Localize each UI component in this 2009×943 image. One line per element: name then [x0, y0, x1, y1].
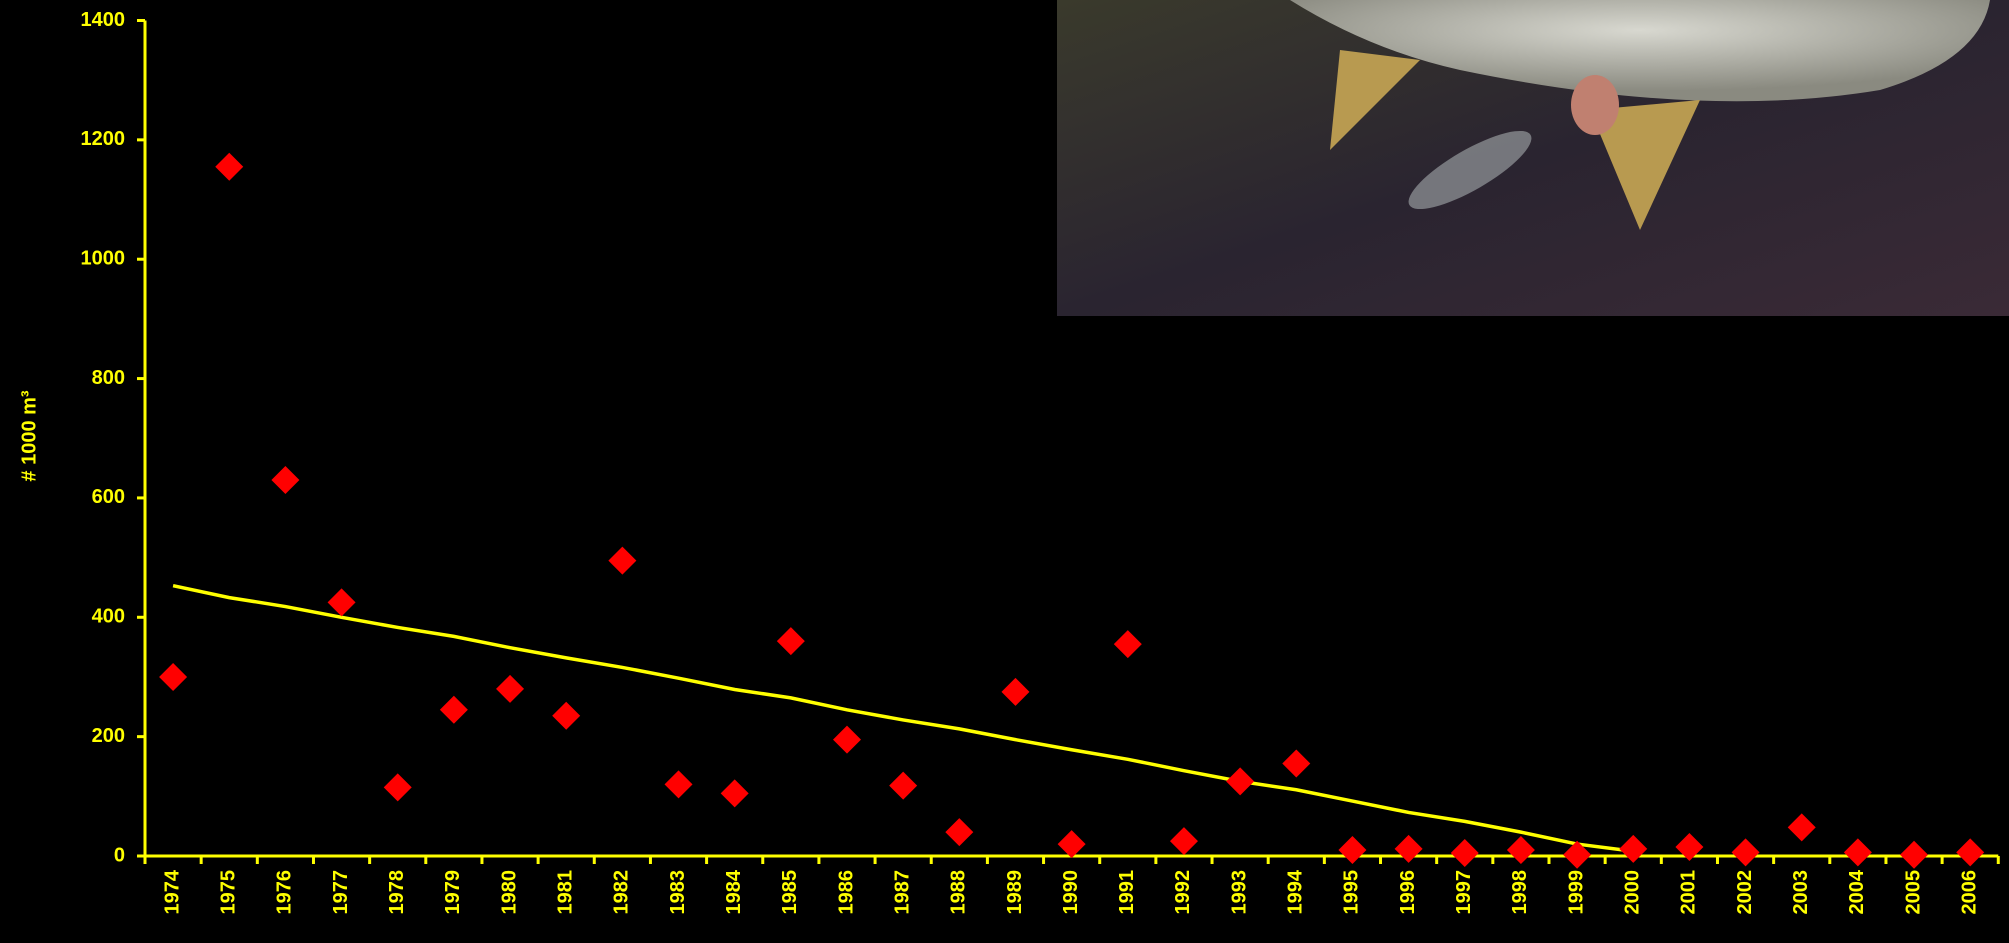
data-point	[1563, 840, 1592, 869]
y-tick-label: 1200	[81, 128, 126, 150]
x-tick-label: 1992	[1172, 870, 1194, 915]
y-tick-label: 1000	[81, 247, 126, 269]
x-tick-label: 1978	[386, 870, 408, 915]
data-point	[496, 674, 525, 703]
data-point	[1450, 839, 1479, 868]
x-tick-label: 1991	[1116, 870, 1138, 915]
y-tick-label: 600	[92, 486, 125, 508]
data-point	[439, 695, 468, 724]
x-tick-label: 1996	[1397, 870, 1419, 915]
x-tick-label: 1994	[1285, 869, 1307, 914]
x-tick-label: 1993	[1228, 870, 1250, 915]
data-point	[327, 588, 356, 617]
x-tick-label: 1983	[667, 870, 689, 915]
fish-body	[1290, 0, 1990, 102]
x-tick-label: 2001	[1678, 870, 1700, 915]
data-point	[1619, 834, 1648, 863]
x-tick-label: 2002	[1734, 870, 1756, 915]
data-point	[1338, 836, 1367, 865]
data-point	[1506, 836, 1535, 865]
x-tick-label: 1980	[498, 870, 520, 915]
y-tick-label: 200	[92, 725, 125, 747]
x-tick-label: 1981	[554, 870, 576, 915]
x-tick-label: 2005	[1902, 870, 1924, 915]
data-point	[271, 466, 300, 495]
data-point	[608, 546, 637, 575]
data-point	[1956, 838, 1985, 867]
data-point	[1057, 830, 1086, 859]
data-point	[889, 771, 918, 800]
x-tick-label: 1998	[1509, 870, 1531, 915]
x-tick-label: 1979	[442, 870, 464, 915]
x-tick-label: 1999	[1565, 870, 1587, 915]
data-point	[383, 773, 412, 802]
data-point	[1394, 834, 1423, 863]
x-tick-label: 1977	[330, 870, 352, 915]
x-tick-label: 2006	[1958, 870, 1980, 915]
y-tick-label: 1400	[81, 9, 126, 31]
data-point	[1675, 833, 1704, 862]
x-tick-label: 1988	[948, 870, 970, 915]
fish-fin	[1330, 50, 1420, 150]
x-tick-label: 2000	[1622, 870, 1644, 915]
data-point	[664, 770, 693, 799]
y-axis-label: # 1000 m³	[18, 390, 40, 482]
y-tick-label: 800	[92, 367, 125, 389]
x-tick-label: 1989	[1004, 870, 1026, 915]
data-point	[159, 662, 188, 691]
x-tick-label: 1984	[723, 869, 745, 914]
data-point	[215, 152, 244, 181]
hand	[1571, 75, 1619, 135]
fish-fin	[1590, 100, 1700, 230]
data-point	[945, 818, 974, 847]
data-point	[1282, 749, 1311, 778]
x-tick-label: 1974	[161, 869, 183, 914]
x-tick-label: 1985	[779, 870, 801, 915]
y-tick-label: 400	[92, 606, 125, 628]
y-tick-label: 0	[114, 844, 125, 866]
data-point	[1113, 630, 1142, 659]
x-tick-label: 1975	[218, 870, 240, 915]
data-point	[776, 627, 805, 656]
data-point	[1001, 677, 1030, 706]
light-reflection	[1408, 130, 1532, 210]
x-tick-label: 1987	[891, 870, 913, 915]
data-point	[1169, 827, 1198, 856]
data-point	[1731, 838, 1760, 867]
data-point	[1843, 838, 1872, 867]
x-tick-label: 2003	[1790, 870, 1812, 915]
data-point	[833, 725, 861, 754]
x-tick-label: 1995	[1341, 870, 1363, 915]
data-point	[552, 701, 581, 730]
photo	[1057, 0, 2009, 316]
data-point	[1787, 813, 1816, 842]
data-point	[1900, 840, 1929, 869]
x-tick-label: 1982	[611, 870, 633, 915]
data-point	[720, 779, 749, 808]
x-tick-label: 1997	[1453, 870, 1475, 915]
x-tick-label: 1990	[1060, 870, 1082, 915]
data-point	[1226, 767, 1255, 796]
x-tick-label: 2004	[1846, 869, 1868, 914]
x-tick-label: 1976	[274, 870, 296, 915]
trend-line	[172, 583, 1634, 853]
x-tick-label: 1986	[835, 870, 857, 915]
